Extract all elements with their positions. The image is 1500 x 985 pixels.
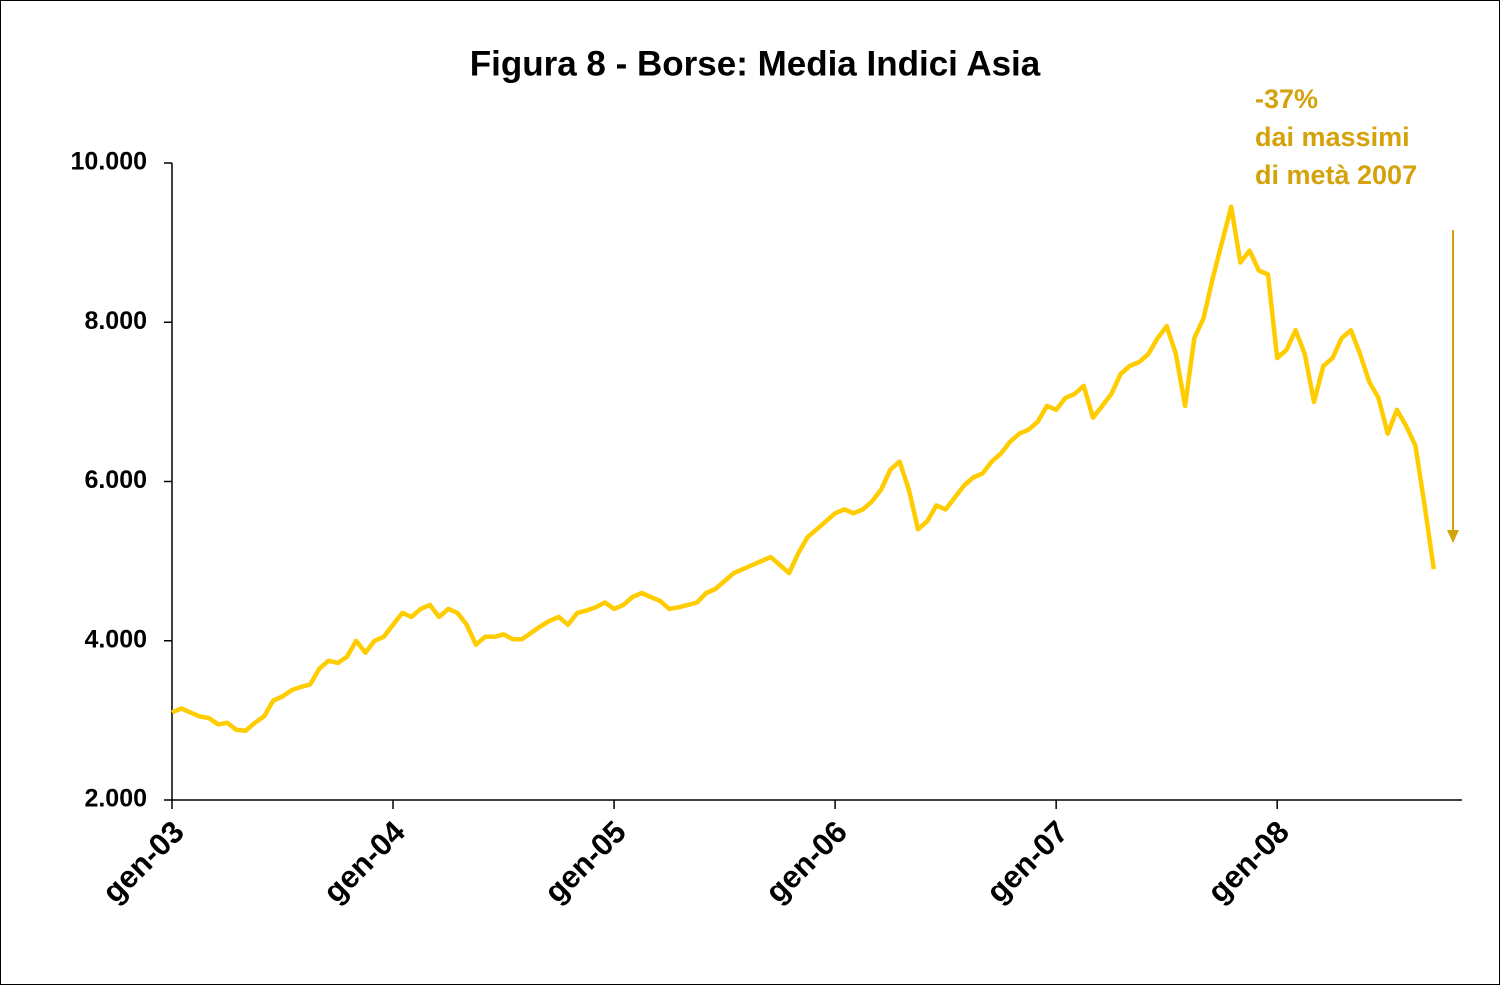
y-tick-label: 10.000 (71, 148, 147, 176)
chart-title: Figura 8 - Borse: Media Indici Asia (470, 44, 1041, 83)
y-tick-label: 2.000 (84, 785, 147, 813)
annotation: -37% (1255, 84, 1318, 114)
annotation: dai massimi (1255, 122, 1410, 152)
y-tick-label: 4.000 (84, 625, 147, 653)
y-tick-label: 6.000 (84, 466, 147, 494)
data-line (171, 204, 1437, 733)
annotation: di metà 2007 (1255, 160, 1417, 190)
arrow-head (1447, 530, 1459, 543)
y-tick-label: 8.000 (84, 307, 147, 335)
